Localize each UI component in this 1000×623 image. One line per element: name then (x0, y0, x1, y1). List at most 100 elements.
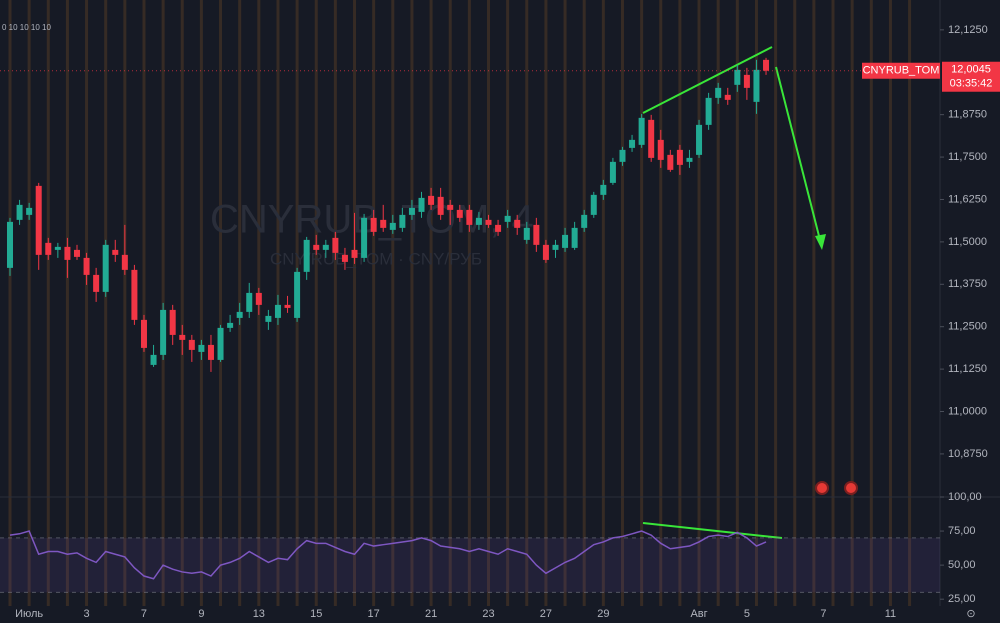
candle-body (418, 197, 425, 212)
session-stripe (620, 0, 624, 606)
candle-body (408, 207, 415, 215)
candle-body (188, 339, 195, 350)
session-stripe (372, 0, 376, 606)
candle-body (724, 94, 731, 100)
candle-body (657, 139, 664, 160)
candle-body (227, 322, 234, 328)
session-stripe (314, 0, 318, 606)
session-stripe (448, 0, 452, 606)
session-stripe (333, 0, 337, 606)
trend-line (642, 46, 773, 114)
event-marker[interactable] (844, 481, 858, 495)
session-stripe (353, 0, 357, 606)
candle-body (16, 204, 23, 220)
x-tick-label: 15 (310, 608, 322, 620)
timer-label: 03:35:42 (950, 78, 993, 90)
session-stripe (219, 0, 223, 606)
session-stripe (850, 0, 854, 606)
session-stripe (85, 0, 89, 606)
session-stripe (467, 0, 471, 606)
candle-body (102, 244, 109, 292)
x-tick-label: 9 (198, 608, 204, 620)
candle-body (514, 219, 521, 228)
candle-body (475, 217, 482, 225)
candle-body (389, 222, 396, 230)
candle-body (590, 194, 597, 215)
session-stripe (812, 0, 816, 606)
forecast-arrow (775, 66, 821, 241)
candle-body (562, 234, 569, 248)
session-stripe (793, 0, 797, 606)
candle-body (705, 97, 712, 125)
candle-body (198, 344, 205, 352)
candle-body (696, 124, 703, 155)
settings-icon[interactable]: ⊙ (966, 608, 975, 620)
session-stripes (8, 0, 912, 606)
session-stripe (180, 0, 184, 606)
candle-body (456, 209, 463, 218)
candle-body (619, 149, 626, 162)
candle-body (648, 119, 655, 158)
candle-body (93, 274, 100, 292)
candle-body (73, 249, 80, 257)
y-tick-label: 11,8750 (948, 109, 987, 121)
candle-body (399, 214, 406, 228)
candle-body (83, 257, 90, 275)
session-stripe (104, 0, 108, 606)
candle-body (322, 244, 329, 250)
candle-body (523, 227, 530, 240)
candle-body (35, 185, 42, 255)
price-label-bg (942, 61, 1000, 92)
session-stripe (640, 0, 644, 606)
candle-body (332, 237, 339, 253)
candle-body (351, 249, 358, 258)
session-stripe (869, 0, 873, 606)
candle-body (734, 69, 741, 85)
session-stripe (391, 0, 395, 606)
y-tick-label: 10,8750 (948, 448, 988, 460)
candle-body (64, 246, 71, 260)
candle-body (45, 242, 52, 255)
candle-body (179, 334, 186, 340)
event-marker[interactable] (815, 481, 829, 495)
candle-body (255, 292, 262, 305)
candle-body (715, 87, 722, 98)
x-tick-label: 5 (744, 608, 750, 620)
session-stripe (774, 0, 778, 606)
candle-body (341, 254, 348, 262)
x-tick-label: 29 (597, 608, 609, 620)
rsi-line (9, 530, 767, 580)
session-stripe (8, 0, 12, 606)
candle-body (265, 315, 272, 322)
candle-body (552, 244, 559, 250)
candle-body (207, 344, 214, 360)
session-stripe (563, 0, 567, 606)
session-stripe (582, 0, 586, 606)
y-tick-label: 11,7500 (948, 151, 987, 163)
candle-body (131, 269, 138, 320)
candle-body (581, 214, 588, 228)
session-stripe (697, 0, 701, 606)
x-tick-label: 7 (141, 608, 147, 620)
session-stripe (429, 0, 433, 606)
session-stripe (27, 0, 31, 606)
session-stripe (525, 0, 529, 606)
candle-body (380, 219, 387, 228)
candle-body (370, 217, 377, 232)
y-tick-label: 12,1250 (948, 24, 988, 36)
candle-body (600, 184, 607, 195)
candle-body (753, 69, 760, 102)
session-stripe (544, 0, 548, 606)
session-stripe (716, 0, 720, 606)
candle-body (121, 254, 128, 270)
session-stripe (410, 0, 414, 606)
y-tick-label: 50,00 (948, 559, 976, 571)
x-tick-label: Июль (15, 608, 43, 620)
candle-body (140, 319, 147, 348)
candle-body (112, 249, 119, 255)
candle-body (361, 217, 368, 258)
candle-body (686, 157, 693, 162)
candle-body (437, 196, 444, 215)
